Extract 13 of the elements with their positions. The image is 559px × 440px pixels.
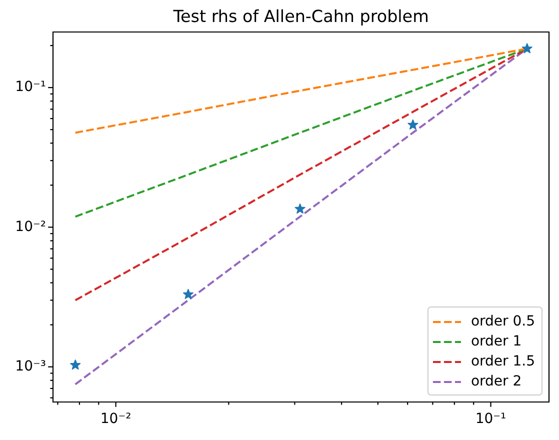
y-tick-label: 10⁻² <box>15 218 46 235</box>
point <box>294 204 306 214</box>
legend-label: order 0.5 <box>470 314 535 330</box>
y-tick-label: 10⁻³ <box>15 358 46 374</box>
legend-label: order 1 <box>470 334 522 350</box>
point <box>408 119 418 130</box>
y-tick-label: 10⁻¹ <box>15 79 46 96</box>
point <box>182 288 194 299</box>
legend-label: order 1.5 <box>470 354 535 370</box>
legend-label: order 2 <box>470 374 522 390</box>
chart-title: Test rhs of Allen-Cahn problem <box>172 6 429 26</box>
point <box>522 43 532 54</box>
point <box>70 360 81 370</box>
